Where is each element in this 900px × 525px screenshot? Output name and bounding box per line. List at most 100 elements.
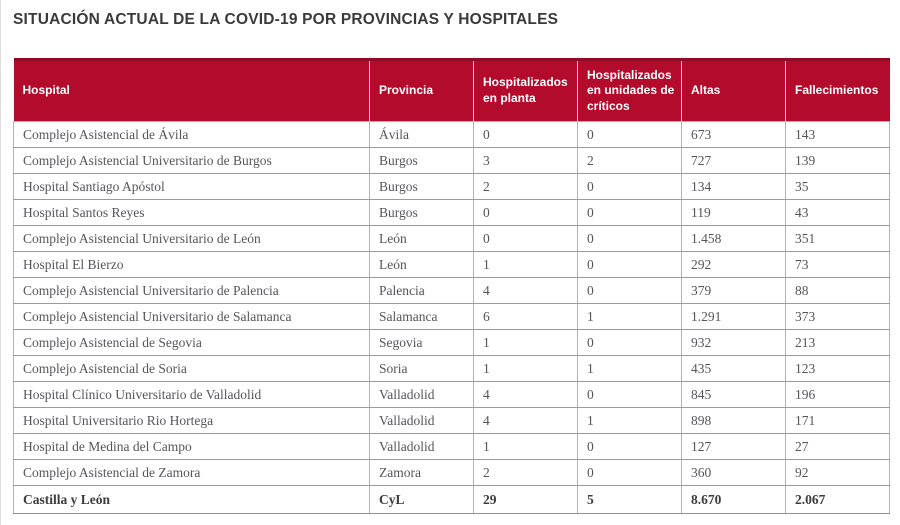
cell-altas: 435 xyxy=(681,355,786,382)
total-row: Castilla y León CyL 29 5 8.670 2.067 xyxy=(13,485,890,514)
cell-altas: 727 xyxy=(681,147,786,174)
cell-hospital: Complejo Asistencial de Segovia xyxy=(13,329,370,356)
cell-provincia: Soria xyxy=(369,355,474,382)
table-row: Complejo Asistencial de Zamora Zamora 2 0 36… xyxy=(13,459,890,486)
table-row: Hospital Universitario Rio Hortega Vallad… xyxy=(13,407,890,434)
cell-fallecimientos: 351 xyxy=(785,225,890,252)
cell-hospital: Hospital de Medina del Campo xyxy=(13,433,370,460)
cell-planta: 3 xyxy=(473,147,578,174)
cell-provincia: León xyxy=(369,251,474,278)
cell-fallecimientos: 43 xyxy=(785,199,890,226)
cell-uci: 1 xyxy=(577,303,682,330)
cell-fallecimientos: 92 xyxy=(785,459,890,486)
cell-altas: 845 xyxy=(681,381,786,408)
cell-planta: 2 xyxy=(473,173,578,200)
cell-hospital: Complejo Asistencial de Zamora xyxy=(13,459,370,486)
table-row: Hospital Santos Reyes Burgos 0 0 119 43 xyxy=(13,199,890,226)
cell-provincia: León xyxy=(369,225,474,252)
cell-uci: 0 xyxy=(577,225,682,252)
cell-hospital: Complejo Asistencial de Ávila xyxy=(13,121,370,148)
cell-hospital: Complejo Asistencial de Soria xyxy=(13,355,370,382)
cell-uci: 1 xyxy=(577,355,682,382)
cell-uci: 0 xyxy=(577,251,682,278)
cell-planta: 1 xyxy=(473,251,578,278)
table-row: Hospital Santiago Apóstol Burgos 2 0 134 35 xyxy=(13,173,890,200)
cell-hospital: Complejo Asistencial Universitario de Sa… xyxy=(13,303,370,330)
page-title: SITUACIÓN ACTUAL DE LA COVID-19 POR PROV… xyxy=(13,11,559,28)
cell-planta: 4 xyxy=(473,277,578,304)
cell-fallecimientos: 35 xyxy=(785,173,890,200)
cell-altas: 292 xyxy=(681,251,786,278)
cell-planta: 29 xyxy=(473,485,578,514)
cell-provincia: Valladolid xyxy=(369,433,474,460)
cell-hospital: Hospital El Bierzo xyxy=(13,251,370,278)
table-row: Hospital Clínico Universitario de Vallad… xyxy=(13,381,890,408)
cell-planta: 0 xyxy=(473,121,578,148)
cell-uci: 0 xyxy=(577,199,682,226)
cell-provincia: Burgos xyxy=(369,199,474,226)
cell-uci: 0 xyxy=(577,381,682,408)
cell-planta: 1 xyxy=(473,329,578,356)
table-row: Hospital de Medina del Campo Valladolid 1 0… xyxy=(13,433,890,460)
cell-fallecimientos: 2.067 xyxy=(785,485,890,514)
cell-altas: 360 xyxy=(681,459,786,486)
cell-provincia: Zamora xyxy=(369,459,474,486)
cell-provincia: Burgos xyxy=(369,173,474,200)
cell-fallecimientos: 139 xyxy=(785,147,890,174)
cell-planta: 2 xyxy=(473,459,578,486)
cell-planta: 1 xyxy=(473,433,578,460)
cell-altas: 134 xyxy=(681,173,786,200)
table-row: Complejo Asistencial Universitario de Le… xyxy=(13,225,890,252)
table-header: Hospital Provincia Hospitalizados en pla… xyxy=(13,58,890,122)
cell-fallecimientos: 123 xyxy=(785,355,890,382)
cell-uci: 0 xyxy=(577,433,682,460)
cell-fallecimientos: 73 xyxy=(785,251,890,278)
cell-altas: 1.458 xyxy=(681,225,786,252)
table-row: Complejo Asistencial Universitario de Sa… xyxy=(13,303,890,330)
cell-uci: 0 xyxy=(577,121,682,148)
cell-fallecimientos: 196 xyxy=(785,381,890,408)
header-row: Hospital Provincia Hospitalizados en pla… xyxy=(13,58,890,122)
cell-uci: 0 xyxy=(577,459,682,486)
table-row: Hospital El Bierzo León 1 0 292 73 xyxy=(13,251,890,278)
cell-hospital: Hospital Santiago Apóstol xyxy=(13,173,370,200)
cell-uci: 5 xyxy=(577,485,682,514)
cell-planta: 6 xyxy=(473,303,578,330)
cell-fallecimientos: 143 xyxy=(785,121,890,148)
column-header-hospital: Hospital xyxy=(13,58,370,122)
cell-hospital: Complejo Asistencial Universitario de Pa… xyxy=(13,277,370,304)
cell-fallecimientos: 373 xyxy=(785,303,890,330)
cell-provincia: CyL xyxy=(369,485,474,514)
cell-uci: 0 xyxy=(577,277,682,304)
cell-fallecimientos: 27 xyxy=(785,433,890,460)
table-row: Complejo Asistencial de Soria Soria 1 1 435 1… xyxy=(13,355,890,382)
cell-fallecimientos: 213 xyxy=(785,329,890,356)
table-row: Complejo Asistencial Universitario de Pa… xyxy=(13,277,890,304)
cell-hospital: Hospital Universitario Rio Hortega xyxy=(13,407,370,434)
column-header-hospitalizados-planta: Hospitalizados en planta xyxy=(473,58,578,122)
cell-uci: 1 xyxy=(577,407,682,434)
column-header-fallecimientos: Fallecimientos xyxy=(785,58,890,122)
table-row: Complejo Asistencial de Ávila Ávila 0 0 673 1… xyxy=(13,121,890,148)
covid-hospitals-table: Hospital Provincia Hospitalizados en pla… xyxy=(13,58,890,514)
table-row: Complejo Asistencial de Segovia Segovia 1 0… xyxy=(13,329,890,356)
table-row: Complejo Asistencial Universitario de Bu… xyxy=(13,147,890,174)
cell-altas: 932 xyxy=(681,329,786,356)
cell-altas: 673 xyxy=(681,121,786,148)
cell-altas: 127 xyxy=(681,433,786,460)
cell-altas: 8.670 xyxy=(681,485,786,514)
cell-hospital: Hospital Santos Reyes xyxy=(13,199,370,226)
cell-uci: 0 xyxy=(577,329,682,356)
cell-planta: 1 xyxy=(473,355,578,382)
cell-provincia: Segovia xyxy=(369,329,474,356)
cell-altas: 898 xyxy=(681,407,786,434)
cell-hospital: Complejo Asistencial Universitario de Le… xyxy=(13,225,370,252)
cell-altas: 1.291 xyxy=(681,303,786,330)
cell-planta: 0 xyxy=(473,225,578,252)
cell-hospital: Castilla y León xyxy=(13,485,370,514)
cell-planta: 4 xyxy=(473,381,578,408)
cell-provincia: Valladolid xyxy=(369,381,474,408)
cell-provincia: Valladolid xyxy=(369,407,474,434)
cell-altas: 119 xyxy=(681,199,786,226)
